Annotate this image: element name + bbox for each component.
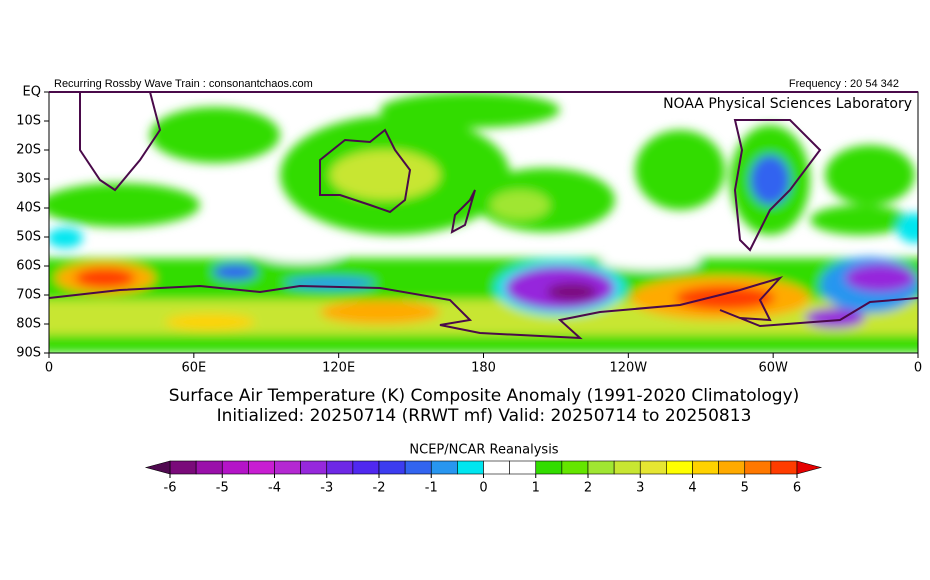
y-tick-label: 30S xyxy=(16,172,41,187)
y-tick-label: EQ xyxy=(23,85,41,100)
colorbar-label: -4 xyxy=(268,481,281,496)
colorbar-box xyxy=(613,460,641,475)
colorbar-box xyxy=(169,460,197,475)
colorbar-label: 4 xyxy=(688,481,696,496)
colorbar-box xyxy=(248,460,275,475)
x-tick-label: 120W xyxy=(609,361,647,376)
y-tick-label: 80S xyxy=(16,317,41,332)
colorbar-box xyxy=(483,460,510,475)
title-line: Initialized: 20250714 (RRWT mf) Valid: 2… xyxy=(217,406,752,426)
x-tick-label: 60E xyxy=(181,361,206,376)
colorbar-label: 5 xyxy=(741,481,749,496)
colorbar-box xyxy=(535,460,563,475)
colorbar-label: -3 xyxy=(320,481,333,496)
colorbar-box xyxy=(587,460,615,475)
colorbar-box xyxy=(430,460,458,475)
colorbar-box xyxy=(326,460,354,475)
y-tick-label: 60S xyxy=(16,259,41,274)
colorbar-box xyxy=(404,460,432,475)
y-tick-label: 90S xyxy=(16,346,41,361)
colorbar-under xyxy=(144,460,171,475)
colorbar-box xyxy=(274,460,301,475)
x-tick-label: 0 xyxy=(914,361,922,376)
y-tick-label: 20S xyxy=(16,143,41,158)
source-note: Recurring Rossby Wave Train : consonantc… xyxy=(54,78,313,90)
y-tick-label: 50S xyxy=(16,230,41,245)
colorbar-label: -6 xyxy=(164,481,177,496)
x-tick-label: 0 xyxy=(45,361,53,376)
lab-box xyxy=(620,94,916,114)
colorbar-box xyxy=(352,460,380,475)
colorbar-box xyxy=(300,460,328,475)
x-tick-label: 60W xyxy=(758,361,788,376)
lab-name: NOAA Physical Sciences Laboratory xyxy=(663,96,912,112)
colorbar-box xyxy=(195,460,223,475)
colorbar-box xyxy=(221,460,249,475)
title-line: Surface Air Temperature (K) Composite An… xyxy=(169,386,800,406)
colorbar-box xyxy=(744,460,772,475)
colorbar-label: 2 xyxy=(584,481,592,496)
frequency-note: Frequency : 20 54 342 xyxy=(789,78,899,90)
colorbar-box xyxy=(457,460,484,475)
colorbar-label: -2 xyxy=(373,481,386,496)
x-tick-label: 180 xyxy=(471,361,496,376)
colorbar-label: 0 xyxy=(479,481,487,496)
colorbar-label: 1 xyxy=(532,481,540,496)
y-tick-label: 70S xyxy=(16,288,41,303)
colorbar-label: -5 xyxy=(216,481,229,496)
colorbar-over xyxy=(796,460,823,475)
colorbar-box xyxy=(509,460,537,475)
colorbar-box xyxy=(666,460,693,475)
colorbar-box xyxy=(639,460,667,475)
y-tick-label: 10S xyxy=(16,114,41,129)
x-tick-label: 120E xyxy=(322,361,355,376)
colorbar-box xyxy=(561,460,589,475)
anomaly-field xyxy=(49,92,918,353)
y-tick-label: 40S xyxy=(16,201,41,216)
colorbar-title: NCEP/NCAR Reanalysis xyxy=(409,443,558,458)
colorbar-box xyxy=(718,460,746,475)
colorbar-label: 3 xyxy=(636,481,644,496)
colorbar-box xyxy=(378,460,406,475)
colorbar-label: 6 xyxy=(793,481,801,496)
colorbar-box xyxy=(770,460,798,475)
colorbar-box xyxy=(692,460,719,475)
colorbar-label: -1 xyxy=(425,481,438,496)
